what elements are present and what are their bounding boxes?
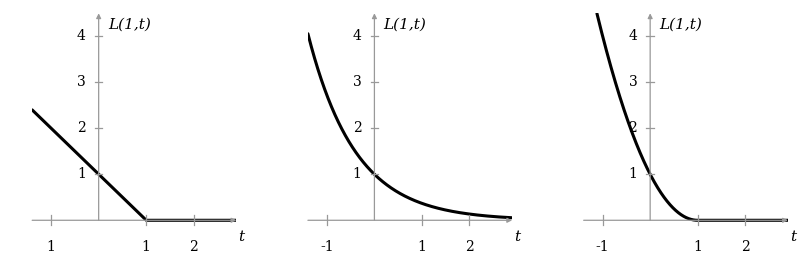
Text: -1: -1 xyxy=(595,240,609,254)
Text: 3: 3 xyxy=(628,75,637,89)
Text: 4: 4 xyxy=(628,29,637,43)
Text: L(1,t): L(1,t) xyxy=(383,18,426,31)
Text: 2: 2 xyxy=(77,121,86,135)
Text: 4: 4 xyxy=(353,29,361,43)
Text: t: t xyxy=(789,230,795,244)
Text: 2: 2 xyxy=(464,240,473,254)
Text: t: t xyxy=(238,230,244,244)
Text: 3: 3 xyxy=(353,75,361,89)
Text: 1: 1 xyxy=(692,240,701,254)
Text: 1: 1 xyxy=(628,167,637,181)
Text: 3: 3 xyxy=(77,75,86,89)
Text: 2: 2 xyxy=(628,121,637,135)
Text: 2: 2 xyxy=(740,240,748,254)
Text: 1: 1 xyxy=(141,240,150,254)
Text: L(1,t): L(1,t) xyxy=(658,18,701,31)
Text: 1: 1 xyxy=(353,167,361,181)
Text: L(1,t): L(1,t) xyxy=(108,18,150,31)
Text: t: t xyxy=(513,230,520,244)
Text: 2: 2 xyxy=(353,121,361,135)
Text: 4: 4 xyxy=(77,29,86,43)
Text: 1: 1 xyxy=(47,240,55,254)
Text: 1: 1 xyxy=(77,167,86,181)
Text: -1: -1 xyxy=(320,240,333,254)
Text: 2: 2 xyxy=(189,240,198,254)
Text: 1: 1 xyxy=(417,240,426,254)
